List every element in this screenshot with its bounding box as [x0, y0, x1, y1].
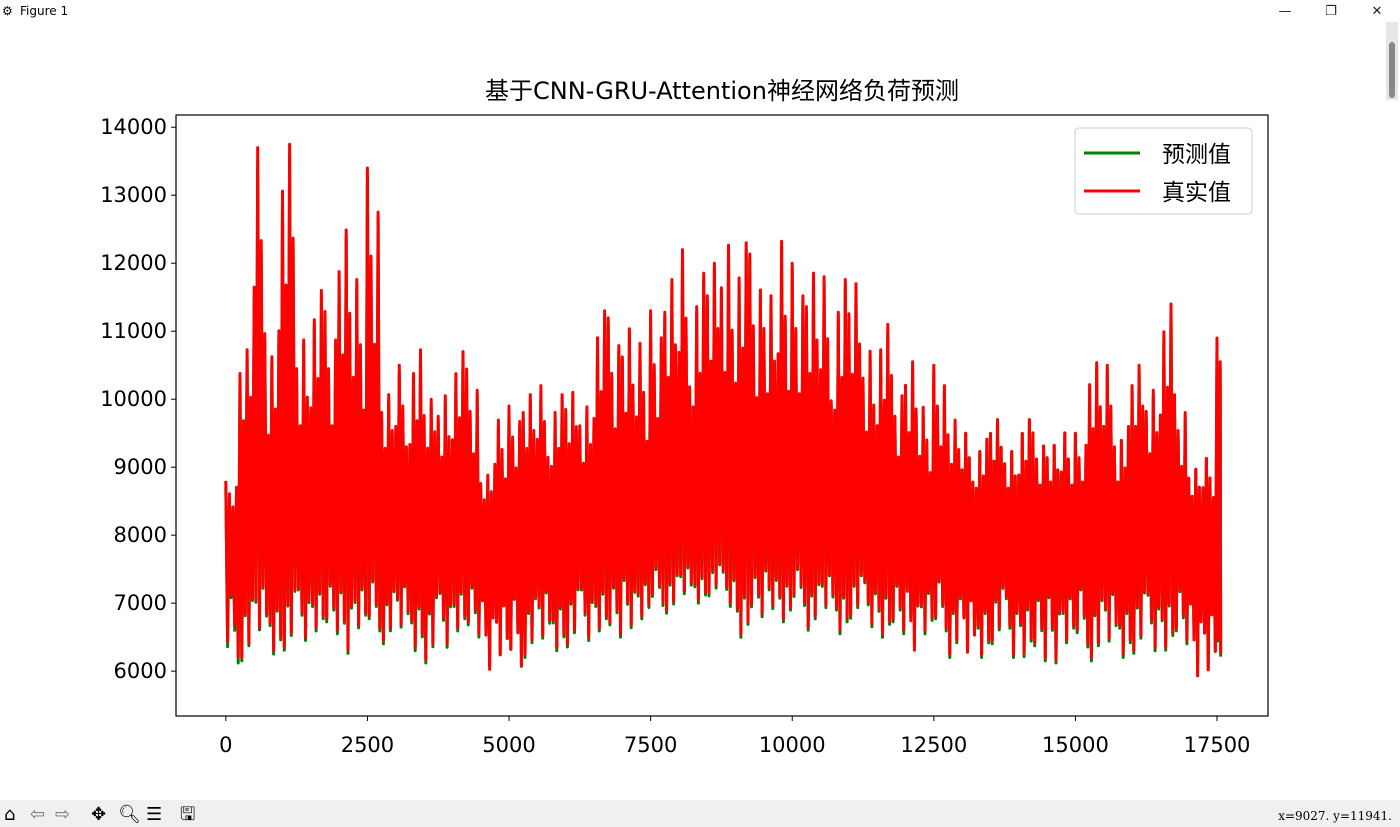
y-tick-label: 8000 [114, 523, 167, 547]
forward-icon[interactable]: ⇨ [55, 804, 71, 825]
plot-frame [175, 114, 1269, 717]
y-tick-label: 12000 [100, 251, 167, 275]
save-icon[interactable]: 🖫 [180, 804, 196, 825]
cursor-coordinates: x=9027. y=11941. [1278, 809, 1392, 823]
chart: 基于CNN-GRU-Attention神经网络负荷预测 0 2500 5000 750… [100, 77, 1269, 757]
legend-label-predicted: 预测值 [1162, 142, 1231, 168]
y-tick-label: 9000 [114, 455, 167, 479]
x-tick-label: 0 [219, 733, 232, 757]
maximize-button[interactable]: ❐ [1325, 4, 1337, 19]
x-tick-label: 5000 [482, 733, 535, 757]
x-tick-label: 15000 [1042, 733, 1109, 757]
zoom-icon[interactable]: 🔍︎ [118, 804, 141, 825]
back-icon[interactable]: ⇦ [30, 804, 46, 825]
x-tick-label: 12500 [900, 733, 967, 757]
y-tick-label: 10000 [100, 387, 167, 411]
home-icon[interactable]: ⌂ [4, 804, 16, 825]
y-tick-label: 13000 [100, 183, 167, 207]
y-tick-label: 14000 [100, 115, 167, 139]
scrollbar[interactable] [1386, 22, 1398, 100]
x-tick-label: 10000 [759, 733, 826, 757]
chart-title: 基于CNN-GRU-Attention神经网络负荷预测 [485, 77, 959, 105]
navigation-toolbar: ⌂ ⇦ ⇨ ✥ 🔍︎ ☰ 🖫 x=9027. y=11941. [0, 800, 1400, 827]
y-tick-label: 6000 [114, 659, 167, 683]
scrollbar-thumb[interactable] [1389, 42, 1395, 98]
matplotlib-app-icon: ⚙ [2, 4, 13, 18]
legend-label-actual: 真实值 [1162, 180, 1231, 206]
x-tick-label: 17500 [1184, 733, 1251, 757]
window-title-bar: ⚙ Figure 1 — ❐ ✕ [0, 0, 1400, 24]
y-tick-label: 11000 [100, 319, 167, 343]
series-line-actual [224, 142, 1223, 678]
legend: 预测值 真实值 [1074, 127, 1253, 215]
y-tick-label: 7000 [114, 591, 167, 615]
close-button[interactable]: ✕ [1371, 4, 1383, 19]
window-title: Figure 1 [20, 4, 69, 18]
pan-icon[interactable]: ✥ [91, 804, 107, 825]
minimize-button[interactable]: — [1278, 4, 1292, 19]
x-tick-label: 7500 [624, 733, 677, 757]
x-tick-label: 2500 [341, 733, 394, 757]
configure-subplots-icon[interactable]: ☰ [146, 804, 163, 825]
